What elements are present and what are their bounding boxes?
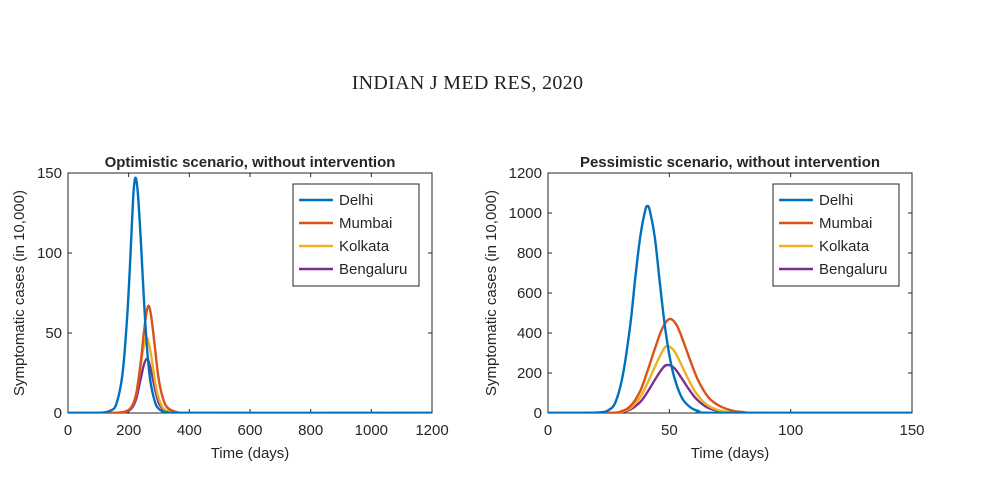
series-line-mumbai	[548, 317, 912, 413]
legend-label-bengaluru: Bengaluru	[339, 261, 407, 278]
y-axis-label: Symptomatic cases (in 10,000)	[11, 190, 28, 396]
x-tick-label: 1000	[355, 422, 388, 439]
y-axis-label: Symptomatic cases (in 10,000)	[483, 190, 500, 396]
legend-label-kolkata: Kolkata	[339, 238, 390, 255]
x-tick-label: 50	[661, 422, 678, 439]
y-tick-label: 600	[517, 285, 542, 302]
legend-label-delhi: Delhi	[819, 192, 853, 209]
x-tick-label: 600	[237, 422, 262, 439]
x-tick-label: 100	[778, 422, 803, 439]
legend-label-mumbai: Mumbai	[339, 215, 392, 232]
y-tick-label: 200	[517, 365, 542, 382]
legend-label-mumbai: Mumbai	[819, 215, 872, 232]
y-tick-label: 0	[534, 405, 542, 422]
x-tick-label: 400	[177, 422, 202, 439]
chart-title: Pessimistic scenario, without interventi…	[580, 154, 880, 171]
y-tick-label: 50	[45, 325, 62, 342]
legend-label-bengaluru: Bengaluru	[819, 261, 887, 278]
x-tick-label: 0	[544, 422, 552, 439]
x-axis-label: Time (days)	[691, 445, 770, 462]
legend-label-delhi: Delhi	[339, 192, 373, 209]
y-tick-label: 1200	[509, 165, 542, 182]
x-tick-label: 200	[116, 422, 141, 439]
legend-label-kolkata: Kolkata	[819, 238, 870, 255]
y-tick-label: 150	[37, 165, 62, 182]
y-tick-label: 0	[54, 405, 62, 422]
x-tick-label: 0	[64, 422, 72, 439]
x-axis-label: Time (days)	[211, 445, 290, 462]
series-line-delhi	[68, 176, 432, 413]
y-tick-label: 1000	[509, 205, 542, 222]
chart-title: Optimistic scenario, without interventio…	[105, 154, 396, 171]
series-line-delhi	[548, 204, 912, 413]
y-tick-label: 800	[517, 245, 542, 262]
x-tick-label: 1200	[415, 422, 448, 439]
x-tick-label: 150	[899, 422, 924, 439]
journal-header: INDIAN J MED RES, 2020	[351, 72, 584, 94]
y-tick-label: 100	[37, 245, 62, 262]
y-tick-label: 400	[517, 325, 542, 342]
series-line-kolkata	[548, 344, 912, 413]
x-tick-label: 800	[298, 422, 323, 439]
